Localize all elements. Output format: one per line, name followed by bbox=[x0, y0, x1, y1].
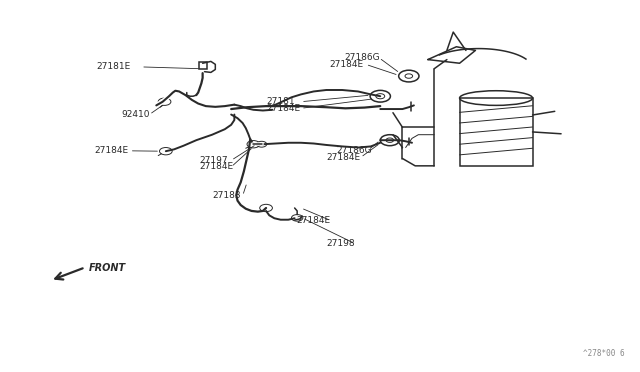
Text: 27186G: 27186G bbox=[344, 53, 380, 62]
Text: FRONT: FRONT bbox=[89, 263, 126, 273]
Text: ^278*00 6: ^278*00 6 bbox=[583, 349, 625, 358]
Text: 27184E: 27184E bbox=[95, 146, 129, 155]
Text: 27197: 27197 bbox=[200, 156, 228, 165]
Text: 27183: 27183 bbox=[212, 192, 241, 201]
Text: 27184E: 27184E bbox=[200, 163, 234, 171]
Text: 27181E: 27181E bbox=[97, 62, 131, 71]
Text: 27181: 27181 bbox=[266, 97, 294, 106]
Text: 92410: 92410 bbox=[122, 110, 150, 119]
Text: 27184E: 27184E bbox=[330, 60, 364, 69]
Text: 27184E: 27184E bbox=[296, 216, 330, 225]
Text: 27198: 27198 bbox=[326, 240, 355, 248]
Text: 27184E: 27184E bbox=[326, 153, 360, 162]
Text: 27184E: 27184E bbox=[266, 104, 300, 113]
Bar bbox=[460, 98, 532, 166]
Text: 27186G: 27186G bbox=[336, 145, 371, 155]
Bar bbox=[200, 62, 207, 70]
